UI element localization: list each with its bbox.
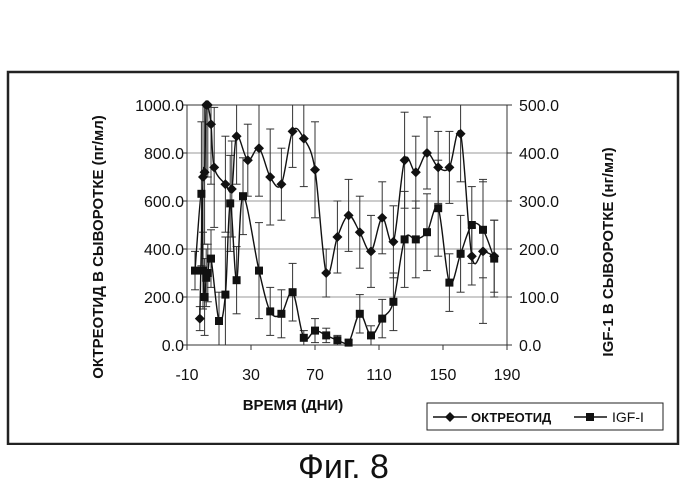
- y-left-tick-label: 0.0: [162, 338, 184, 355]
- data-point-igf: [289, 288, 297, 296]
- data-point-igf: [215, 317, 223, 325]
- data-point-octreotide: [254, 143, 264, 153]
- y-right-axis-ticks: 0.0 100.0 200.0 300.0 400.0 500.0: [507, 98, 559, 355]
- y-right-axis-label: IGF-1 В СЫВОРОТКЕ (нг/мл): [600, 147, 617, 356]
- legend-marker-igf: [586, 413, 594, 421]
- outer-border: [8, 72, 678, 444]
- y-left-tick-label: 200.0: [144, 290, 184, 307]
- legend-label-igf: IGF-I: [612, 409, 644, 425]
- data-point-igf: [445, 279, 453, 287]
- y-right-tick-label: 100.0: [519, 290, 559, 307]
- data-point-octreotide: [299, 134, 309, 144]
- x-tick-label: 190: [494, 367, 521, 384]
- series-markers: [191, 100, 499, 347]
- data-point-igf: [239, 192, 247, 200]
- x-axis-label: ВРЕМЯ (ДНИ): [243, 397, 344, 414]
- data-point-igf: [468, 221, 476, 229]
- error-bars: [191, 105, 498, 345]
- y-left-tick-label: 1000.0: [135, 98, 184, 115]
- data-point-igf: [226, 199, 234, 207]
- x-tick-label: 150: [430, 367, 457, 384]
- legend-label-octreotide: ОКТРЕОТИД: [471, 410, 552, 425]
- data-point-igf: [434, 204, 442, 212]
- data-point-octreotide: [456, 129, 466, 139]
- data-point-igf: [356, 310, 364, 318]
- chart: -10 30 70 110 150 190 0.0 200.0 400.0 600.0 800.0…: [0, 0, 687, 445]
- y-right-tick-label: 200.0: [519, 242, 559, 259]
- data-point-igf: [311, 327, 319, 335]
- x-axis-ticks: -10 30 70 110 150 190: [175, 345, 520, 384]
- data-point-igf: [322, 331, 330, 339]
- data-point-octreotide: [332, 232, 342, 242]
- data-point-igf: [277, 310, 285, 318]
- data-point-igf: [412, 235, 420, 243]
- data-point-igf: [479, 226, 487, 234]
- data-point-igf: [204, 269, 212, 277]
- data-point-igf: [266, 307, 274, 315]
- y-left-tick-label: 800.0: [144, 146, 184, 163]
- x-tick-label: 110: [366, 367, 392, 384]
- data-point-igf: [423, 228, 431, 236]
- data-point-igf: [367, 331, 375, 339]
- data-point-octreotide: [467, 251, 477, 261]
- data-point-igf: [191, 267, 199, 275]
- data-point-igf: [201, 293, 209, 301]
- data-point-igf: [333, 336, 341, 344]
- y-left-tick-label: 400.0: [144, 242, 184, 259]
- y-right-tick-label: 300.0: [519, 194, 559, 211]
- data-point-octreotide: [377, 213, 387, 223]
- data-point-octreotide: [310, 165, 320, 175]
- x-tick-label: 70: [306, 367, 324, 384]
- x-tick-label: -10: [175, 367, 198, 384]
- y-left-axis-label: ОКТРЕОТИД В СЫВОРОТКЕ (пг/мл): [90, 115, 107, 379]
- data-point-octreotide: [400, 155, 410, 165]
- data-point-igf: [233, 276, 241, 284]
- data-point-igf: [300, 334, 308, 342]
- y-right-tick-label: 0.0: [519, 338, 541, 355]
- y-right-tick-label: 500.0: [519, 98, 559, 115]
- data-point-igf: [490, 255, 498, 263]
- y-right-tick-label: 400.0: [519, 146, 559, 163]
- y-left-tick-label: 600.0: [144, 194, 184, 211]
- data-point-igf: [197, 190, 205, 198]
- data-point-igf: [378, 315, 386, 323]
- figure-caption: Фиг. 8: [0, 448, 687, 487]
- data-point-octreotide: [195, 314, 205, 324]
- y-left-axis-ticks: 0.0 200.0 400.0 600.0 800.0 1000.0: [135, 98, 187, 355]
- data-point-igf: [389, 298, 397, 306]
- data-point-igf: [255, 267, 263, 275]
- data-point-igf: [401, 235, 409, 243]
- data-point-igf: [207, 255, 215, 263]
- data-point-octreotide: [265, 172, 275, 182]
- x-tick-label: 30: [242, 367, 260, 384]
- data-point-octreotide: [355, 227, 365, 237]
- legend: ОКТРЕОТИД IGF-I: [427, 403, 663, 430]
- data-point-igf: [457, 250, 465, 258]
- data-point-igf: [345, 339, 353, 347]
- data-point-igf: [221, 291, 229, 299]
